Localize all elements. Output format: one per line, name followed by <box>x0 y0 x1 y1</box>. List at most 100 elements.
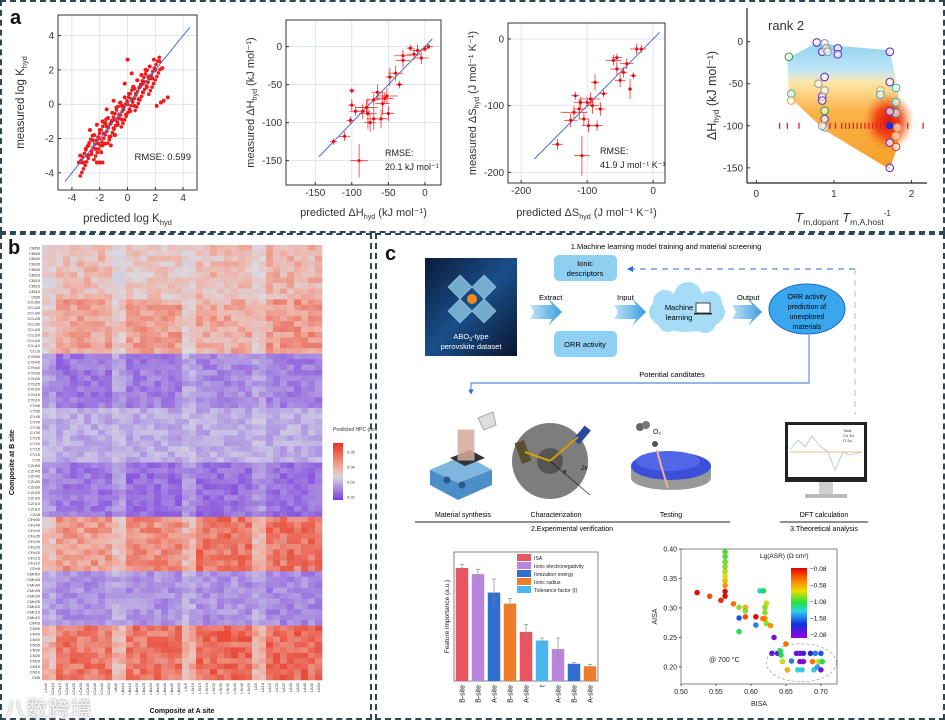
heatmap-cell <box>308 446 316 452</box>
heatmap-cell <box>217 625 225 632</box>
heatmap-cell <box>273 636 281 643</box>
heatmap-cell <box>224 560 232 567</box>
heatmap-cell <box>161 293 169 300</box>
heatmap-cell <box>77 620 85 626</box>
heatmap-cell <box>231 375 239 382</box>
heatmap-cell <box>231 609 239 616</box>
heatmap-cell <box>259 484 267 490</box>
heatmap-cell <box>273 544 281 550</box>
heatmap-cell <box>301 250 309 257</box>
heatmap-cell <box>168 620 176 626</box>
x-tick-label: 4 <box>180 193 186 204</box>
heatmap-cell <box>56 598 64 605</box>
heatmap-cell <box>266 522 274 529</box>
heatmap-cell <box>224 576 232 583</box>
heatmap-cell <box>175 620 183 626</box>
heatmap-cell <box>224 582 232 588</box>
heatmap-cell <box>266 386 274 393</box>
heatmap-cell <box>196 614 204 621</box>
x-axis-label-main: predicted log K <box>83 213 160 225</box>
row-label: CFe10 <box>28 561 41 566</box>
row-label: CYb15 <box>28 392 41 397</box>
heatmap-cell <box>77 489 85 496</box>
heatmap-cell <box>77 598 85 605</box>
heatmap-cell <box>294 609 302 616</box>
heatmap-cell <box>259 397 267 403</box>
heatmap-cell <box>182 609 190 616</box>
data-point-with-error <box>413 51 429 65</box>
heatmap-cell <box>308 293 316 300</box>
heatmap-cell <box>217 315 225 322</box>
heatmap-cell <box>161 386 169 393</box>
heatmap-cell <box>259 609 267 616</box>
heatmap-cell <box>259 250 267 257</box>
heatmap-cell <box>259 310 267 316</box>
heatmap-cell <box>301 560 309 567</box>
heatmap-cell <box>49 484 57 490</box>
highlight-point <box>886 122 894 130</box>
heatmap-cell <box>189 370 197 376</box>
heatmap-cell <box>280 255 288 262</box>
heatmap-cell <box>287 527 295 534</box>
heatmap-cell <box>133 451 141 458</box>
panel-c-label: c <box>385 243 396 265</box>
heatmap-cell <box>98 391 106 398</box>
heatmap-cell <box>140 674 148 681</box>
data-point <box>109 118 114 123</box>
heatmap-cell <box>301 353 309 360</box>
y-tick-label: 0.30 <box>663 605 677 612</box>
heatmap-cell <box>98 467 106 474</box>
heatmap-cell <box>91 669 99 675</box>
data-point-with-error <box>591 120 603 131</box>
data-point <box>144 84 149 88</box>
heatmap-cell <box>287 413 295 420</box>
heatmap-cell <box>196 266 204 273</box>
data-point <box>85 144 90 148</box>
heatmap-cell <box>273 538 281 545</box>
heatmap-cell <box>77 245 85 251</box>
heatmap-cell <box>168 419 176 425</box>
heatmap-cell <box>280 283 288 289</box>
data-point <box>706 593 713 600</box>
heatmap-cell <box>91 413 99 420</box>
heatmap-cell <box>203 277 211 284</box>
heatmap-cell <box>140 554 148 561</box>
heatmap-cell <box>308 462 316 469</box>
heatmap-cell <box>259 440 267 447</box>
heatmap-cell <box>175 402 183 409</box>
heatmap-cell <box>308 250 316 257</box>
heatmap-cell <box>273 506 281 512</box>
row-label: CCu20 <box>28 332 41 337</box>
heatmap-cell <box>217 293 225 300</box>
heatmap-cell <box>70 609 78 616</box>
heatmap-cell <box>56 413 64 420</box>
heatmap-cell <box>203 337 211 344</box>
heatmap-cell <box>133 593 141 599</box>
heatmap-cell <box>203 386 211 393</box>
heatmap-cell <box>266 625 274 632</box>
heatmap-cell <box>259 304 267 311</box>
heatmap-cell <box>98 511 106 518</box>
heatmap-cell <box>196 473 204 480</box>
heatmap-cell <box>133 533 141 539</box>
heatmap-cell <box>203 467 211 474</box>
ionic-descriptors-label-2: descriptors <box>567 269 604 278</box>
heatmap-cell <box>203 380 211 387</box>
heatmap-cell <box>119 380 127 387</box>
heatmap-cell <box>280 386 288 393</box>
heatmap-cell <box>231 451 239 458</box>
x-axis-label: predicted log Khyd <box>83 213 172 227</box>
column-label: LA5 <box>253 682 258 690</box>
heatmap-cell <box>84 402 92 409</box>
heatmap-cell <box>280 609 288 616</box>
data-point <box>401 58 405 62</box>
heatmap-cell <box>189 337 197 344</box>
heatmap-cell <box>168 288 176 295</box>
heatmap-cell <box>77 359 85 365</box>
heatmap-cell <box>245 293 253 300</box>
heatmap-cell <box>189 250 197 257</box>
heatmap-cell <box>98 435 106 442</box>
rank-title: rank 2 <box>768 18 804 33</box>
heatmap-cell <box>245 587 253 594</box>
heatmap-cell <box>266 419 274 425</box>
